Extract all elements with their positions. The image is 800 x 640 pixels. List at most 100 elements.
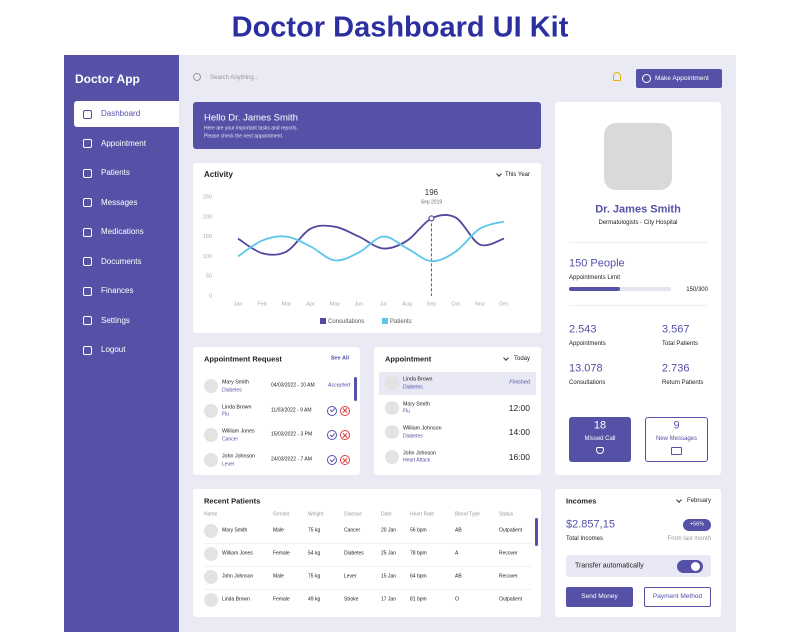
button-label[interactable]: Payment Method [652,592,703,600]
accept-button[interactable] [327,430,337,441]
progress-track [569,287,671,291]
patient-name: John Johnson [222,573,254,580]
appointment-time: 14:00 [508,426,530,437]
accept-button[interactable] [327,455,337,466]
column-header: Disease [344,511,363,518]
patient-condition: Diabetes [222,387,242,393]
patient-condition: Flu [222,411,229,418]
column-header: Blood Type [455,511,480,518]
patient-name: Linda Brown [222,404,252,411]
menu-icon [83,139,92,148]
make-appointment-button[interactable] [636,69,722,88]
patient-condition: Lever [222,461,235,468]
search-icon [193,73,201,81]
patient-name: Mary Smith [222,527,248,534]
card-title: Recent Patients [204,496,261,506]
menu-item[interactable]: Medications [101,227,144,236]
sidebar [64,55,179,632]
scrollbar [535,518,538,546]
column-header: Date [381,511,392,518]
appointment-card [374,347,541,475]
patient-name: Mary Smith [403,400,430,407]
welcome-banner [193,102,541,149]
welcome-line: Please check the next appointment. [204,133,284,139]
button-label[interactable]: Send Money [581,592,618,600]
table-cell: Diabetes [344,550,364,557]
avatar [204,570,218,584]
table-cell: 56 bpm [410,527,427,534]
table-cell: 15 Jan [381,573,397,580]
mail-icon [671,447,682,455]
accept-button[interactable] [327,405,337,416]
recent-patients-card [193,489,541,617]
welcome-title: Hello Dr. James Smith [204,112,298,124]
menu-item[interactable]: Logout [101,345,126,354]
table-cell: Outpatient [499,596,523,603]
table-cell: AB [455,573,462,580]
menu-item[interactable]: Settings [101,315,130,325]
patient-condition: Heart Attack [403,457,431,464]
send-money-button[interactable] [566,587,633,607]
menu-item[interactable]: Messages [101,197,138,207]
missed-call-count: 18 [593,419,607,432]
search-input[interactable]: Search Anything... [210,75,259,81]
see-all-link[interactable]: See All [330,355,349,362]
menu-item[interactable]: Patients [101,168,130,177]
bell-icon [613,72,621,81]
people-count: 150 People [569,257,625,270]
menu-item[interactable]: Appointment [101,138,146,148]
row-divider [204,565,532,567]
missed-call-card[interactable] [569,417,631,462]
request-status: Accepted [327,382,350,389]
row-divider [204,542,532,544]
table-cell: 17 Jan [381,596,397,603]
table-cell: A [455,550,459,557]
period-select[interactable]: Today [513,356,530,362]
new-messages-count: 9 [673,419,680,432]
card-title: Appointment Request [204,354,282,364]
table-cell: Stroke [344,596,359,603]
table-cell: 75 kg [308,527,321,534]
decline-button[interactable] [340,455,350,466]
limit-value: 150/300 [686,287,708,293]
stat-value: 2.543 [569,323,597,336]
limit-label: Appointments Limit [569,275,621,281]
chart-title: Activity [204,170,233,179]
avatar [385,449,399,464]
patient-name: William Jones [222,428,255,435]
table-cell: 54 kg [308,550,321,557]
menu-item[interactable]: Documents [101,256,142,266]
menu-item[interactable]: Dashboard [101,109,141,118]
row-highlight [379,372,536,395]
stat-label: Total Patients [662,341,699,347]
stat-label: Appointments [569,341,606,347]
table-cell: Female [273,550,290,557]
avatar [204,453,218,468]
change-badge [683,519,711,531]
profile-photo [604,123,672,190]
decline-button[interactable] [340,405,350,416]
period-select[interactable]: February [686,498,711,504]
menu-icon [83,316,92,325]
appointment-time: 12:00 [508,402,530,413]
divider [569,305,708,306]
appointment-datetime: 11/03/2022 - 9 AM [271,407,312,414]
menu-item[interactable]: Finances [101,286,134,295]
patient-name: Linda Brown [403,376,433,383]
app-name: Doctor App [75,72,140,86]
decline-button[interactable] [340,430,350,441]
period-select[interactable]: This Year [504,172,530,178]
doctor-specialty: Dermatologists - City Hospital [598,220,678,226]
button-label[interactable]: Make Appointment [655,74,709,82]
menu-icon [83,345,92,355]
appointment-datetime: 24/03/2022 - 7 AM [271,456,312,463]
menu-icon [83,286,92,296]
stat-label: Return Patients [662,380,704,386]
stat-value: 3.567 [662,323,690,336]
transfer-box [566,555,711,577]
missed-call-label: Missed Call [584,436,616,442]
table-cell: 75 kg [308,573,321,580]
table-cell: 64 bpm [410,573,427,580]
payment-method-button[interactable] [644,587,711,607]
avatar [385,400,399,415]
